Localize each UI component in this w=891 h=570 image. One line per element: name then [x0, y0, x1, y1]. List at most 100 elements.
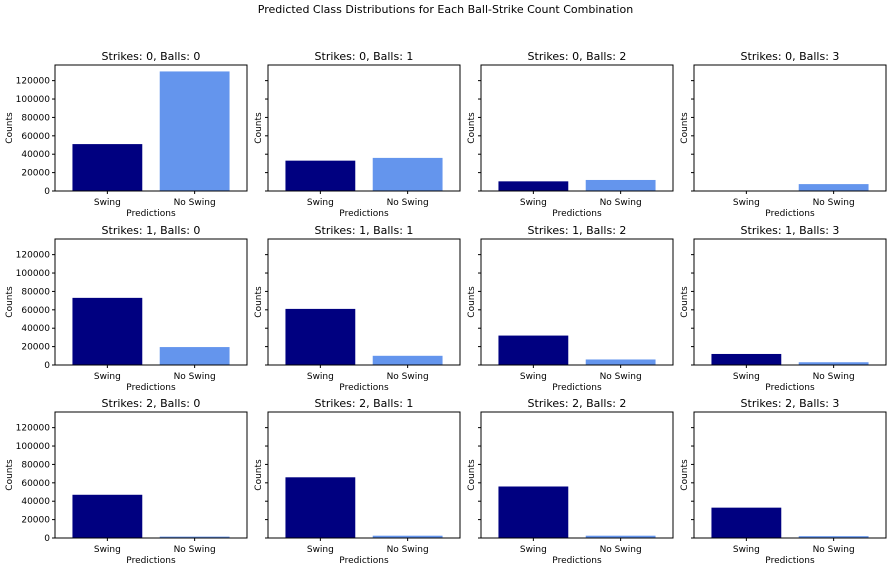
- x-tick-label: Swing: [94, 198, 121, 208]
- x-axis-label: Predictions: [126, 383, 176, 393]
- y-tick-label: 60000: [21, 132, 50, 142]
- y-axis-label: Counts: [467, 112, 477, 144]
- subplot-title: Strikes: 2, Balls: 1: [315, 397, 414, 410]
- bar: [285, 308, 356, 365]
- bar: [72, 144, 143, 191]
- y-tick-label: 120000: [16, 251, 51, 261]
- x-tick-label: No Swing: [174, 372, 216, 382]
- x-tick-label: Swing: [520, 372, 547, 382]
- y-tick-label: 120000: [16, 77, 51, 87]
- subplot: Strikes: 0, Balls: 1 Swing No SwingPredict…: [254, 50, 461, 219]
- subplot-title: Strikes: 0, Balls: 0: [102, 50, 201, 63]
- x-tick-label: No Swing: [174, 545, 216, 555]
- y-tick-label: 100000: [16, 95, 51, 105]
- subplot-title: Strikes: 2, Balls: 3: [741, 397, 840, 410]
- y-tick-label: 60000: [21, 306, 50, 316]
- bar: [72, 494, 143, 538]
- bar: [285, 160, 356, 191]
- bar: [498, 335, 569, 365]
- bar: [498, 486, 569, 538]
- subplot: Strikes: 2, Balls: 3 Swing No SwingPredict…: [680, 397, 887, 566]
- subplot-title: Strikes: 0, Balls: 3: [741, 50, 840, 63]
- bar: [585, 179, 656, 191]
- x-axis-label: Predictions: [765, 556, 815, 566]
- x-tick-label: Swing: [94, 545, 121, 555]
- axes-frame: [693, 238, 887, 366]
- x-axis-label: Predictions: [552, 383, 602, 393]
- bar: [585, 535, 656, 538]
- axes-frame: [480, 64, 674, 192]
- y-tick-label: 20000: [21, 516, 50, 526]
- y-tick-label: 20000: [21, 169, 50, 179]
- y-tick-label: 20000: [21, 343, 50, 353]
- x-axis-label: Predictions: [339, 383, 389, 393]
- x-tick-label: No Swing: [813, 372, 855, 382]
- y-tick-label: 80000: [21, 460, 50, 470]
- axes-frame: [267, 238, 461, 366]
- axes-frame: [693, 411, 887, 539]
- bar: [159, 71, 230, 191]
- y-tick-label: 40000: [21, 324, 50, 334]
- y-tick-label: 0: [44, 361, 50, 371]
- x-tick-label: No Swing: [600, 198, 642, 208]
- x-tick-label: No Swing: [600, 545, 642, 555]
- subplot-title: Strikes: 2, Balls: 2: [528, 397, 627, 410]
- x-axis-label: Predictions: [126, 556, 176, 566]
- bar: [711, 353, 782, 365]
- x-tick-label: Swing: [520, 545, 547, 555]
- subplot-title: Strikes: 1, Balls: 1: [315, 224, 414, 237]
- y-axis-label: Counts: [680, 112, 690, 144]
- x-tick-label: No Swing: [174, 198, 216, 208]
- x-tick-label: Swing: [307, 545, 334, 555]
- x-tick-label: Swing: [94, 372, 121, 382]
- x-axis-label: Predictions: [339, 556, 389, 566]
- x-axis-label: Predictions: [765, 209, 815, 219]
- figure-title: Predicted Class Distributions for Each B…: [257, 3, 634, 16]
- y-axis-label: Counts: [680, 459, 690, 491]
- x-tick-label: No Swing: [387, 372, 429, 382]
- y-axis-label: Counts: [5, 459, 15, 491]
- axes-frame: [480, 411, 674, 539]
- subplot-title: Strikes: 1, Balls: 3: [741, 224, 840, 237]
- bar: [159, 536, 230, 538]
- axes-frame: [267, 64, 461, 192]
- subplot: Strikes: 2, Balls: 2 Swing No SwingPredict…: [467, 397, 674, 566]
- axes-frame: [693, 64, 887, 192]
- bar: [798, 536, 869, 538]
- bar: [285, 477, 356, 538]
- y-tick-label: 40000: [21, 497, 50, 507]
- subplot: Strikes: 1, Balls: 3 Swing No SwingPredict…: [680, 224, 887, 393]
- bar: [372, 157, 443, 191]
- x-tick-label: No Swing: [813, 198, 855, 208]
- y-tick-label: 0: [44, 534, 50, 544]
- subplot: Strikes: 2, Balls: 0 Swing No Swing 0 20000 4…: [5, 397, 248, 566]
- bar: [711, 507, 782, 538]
- y-tick-label: 80000: [21, 287, 50, 297]
- x-tick-label: Swing: [733, 545, 760, 555]
- y-tick-label: 0: [44, 187, 50, 197]
- y-tick-label: 100000: [16, 269, 51, 279]
- subplot: Strikes: 0, Balls: 0 Swing No Swing 0 20000 4…: [5, 50, 248, 219]
- y-axis-label: Counts: [680, 286, 690, 318]
- subplot: Strikes: 2, Balls: 1 Swing No SwingPredict…: [254, 397, 461, 566]
- x-tick-label: Swing: [520, 198, 547, 208]
- x-tick-label: Swing: [307, 198, 334, 208]
- x-tick-label: Swing: [733, 372, 760, 382]
- x-tick-label: No Swing: [813, 545, 855, 555]
- y-axis-label: Counts: [5, 112, 15, 144]
- subplot: Strikes: 0, Balls: 3 Swing No SwingPredict…: [680, 50, 887, 219]
- y-tick-label: 60000: [21, 479, 50, 489]
- axes-frame: [54, 411, 248, 539]
- x-axis-label: Predictions: [765, 383, 815, 393]
- subplot: Strikes: 1, Balls: 0 Swing No Swing 0 20000 4…: [5, 224, 248, 393]
- x-tick-label: No Swing: [600, 372, 642, 382]
- y-axis-label: Counts: [467, 459, 477, 491]
- y-axis-label: Counts: [5, 286, 15, 318]
- x-tick-label: No Swing: [387, 198, 429, 208]
- y-axis-label: Counts: [254, 286, 264, 318]
- y-tick-label: 100000: [16, 442, 51, 452]
- axes-frame: [267, 411, 461, 539]
- axes-frame: [480, 238, 674, 366]
- subplot-title: Strikes: 1, Balls: 0: [102, 224, 201, 237]
